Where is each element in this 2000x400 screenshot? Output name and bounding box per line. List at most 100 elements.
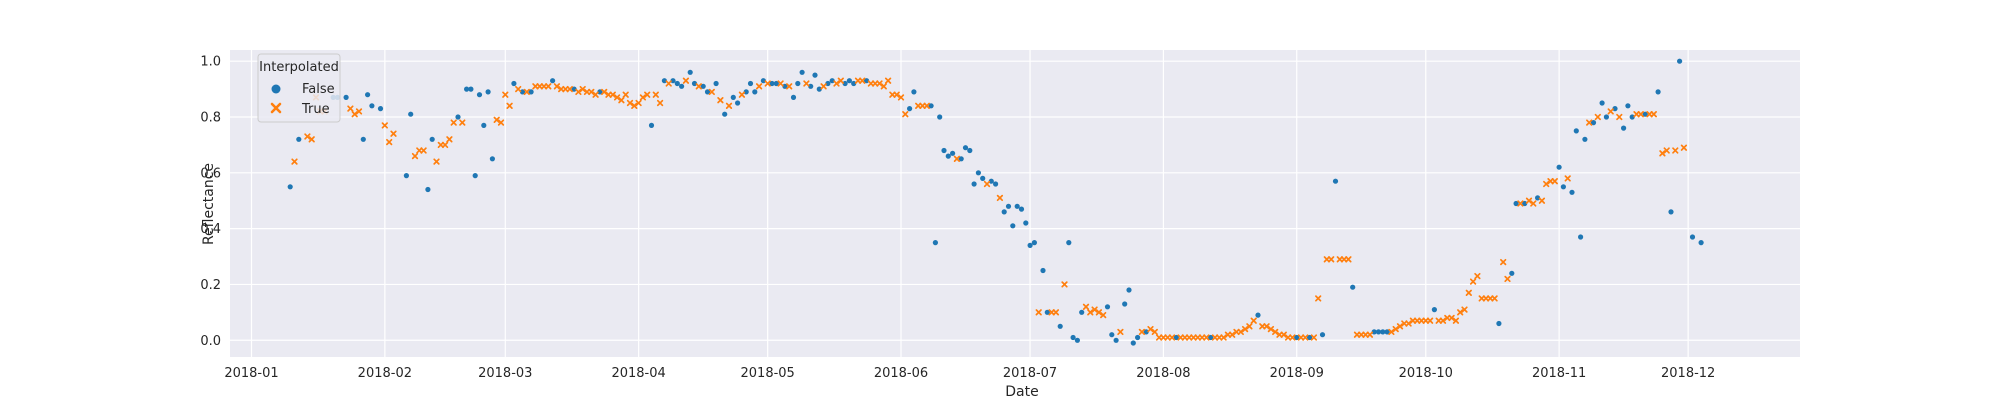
data-point — [1057, 323, 1063, 329]
data-point — [1522, 200, 1528, 207]
y-axis-ticks: 0.0 0.2 0.4 0.6 0.8 1.0 — [200, 55, 221, 349]
data-point — [1659, 150, 1666, 157]
data-point — [437, 141, 444, 149]
data-point — [1297, 334, 1305, 341]
data-point — [1642, 111, 1648, 117]
data-point — [1469, 278, 1477, 285]
data-point — [1556, 164, 1562, 170]
data-point — [735, 100, 741, 106]
data-point — [919, 102, 926, 109]
data-point — [962, 145, 969, 151]
data-point — [1586, 119, 1593, 126]
data-point — [1461, 306, 1468, 313]
data-point — [1276, 331, 1283, 338]
data-point — [1513, 200, 1519, 207]
data-point — [1122, 301, 1128, 307]
y-tick-label: 0.0 — [200, 334, 221, 349]
data-point — [1130, 340, 1136, 346]
data-point — [618, 97, 625, 104]
data-point — [893, 91, 900, 98]
data-point — [369, 103, 375, 109]
data-point — [846, 78, 853, 84]
data-point — [365, 92, 371, 98]
data-point — [296, 136, 302, 142]
data-point — [519, 89, 526, 95]
data-point — [730, 94, 736, 100]
data-point — [1307, 334, 1313, 341]
data-point — [540, 83, 548, 90]
data-point — [1362, 331, 1369, 338]
data-point — [450, 119, 457, 126]
data-point — [390, 130, 397, 137]
data-point — [902, 111, 909, 118]
data-point — [1135, 334, 1141, 341]
data-point — [1117, 328, 1124, 336]
data-point — [884, 77, 892, 84]
data-point — [1336, 256, 1343, 263]
data-point — [773, 80, 779, 87]
data-point — [1560, 184, 1566, 190]
data-point — [713, 80, 719, 87]
data-point — [1650, 111, 1657, 118]
data-point — [777, 80, 784, 87]
data-point — [1113, 337, 1119, 343]
data-point — [1629, 114, 1635, 120]
data-point — [1603, 114, 1609, 120]
data-point — [1612, 106, 1618, 112]
x-tick-label: 2018-06 — [874, 366, 928, 381]
data-point — [1607, 108, 1614, 115]
data-point — [403, 173, 409, 179]
data-point — [408, 111, 414, 117]
x-tick-label: 2018-12 — [1661, 366, 1715, 381]
data-point — [691, 80, 698, 87]
data-point — [532, 83, 539, 90]
data-point — [988, 178, 994, 184]
data-point — [416, 147, 423, 154]
data-point — [971, 181, 977, 187]
x-tick-label: 2018-08 — [1136, 366, 1190, 381]
data-point — [1345, 256, 1352, 263]
data-point — [1126, 287, 1132, 293]
data-point — [786, 83, 793, 90]
data-point — [1405, 320, 1412, 327]
data-point — [613, 94, 621, 101]
data-point — [1190, 334, 1197, 341]
data-point — [1194, 334, 1201, 341]
data-point — [1280, 331, 1287, 338]
data-point — [351, 111, 358, 118]
x-tick-label: 2018-09 — [1270, 366, 1324, 381]
data-point — [1040, 267, 1046, 274]
data-point — [489, 156, 495, 162]
data-point — [854, 77, 862, 84]
data-point — [1328, 256, 1335, 263]
data-point — [1353, 331, 1361, 338]
data-point — [1637, 111, 1644, 118]
data-point — [347, 105, 354, 112]
y-tick-label: 0.8 — [200, 110, 221, 125]
data-point — [343, 94, 349, 100]
data-point — [1310, 334, 1318, 341]
data-point — [1087, 309, 1094, 316]
data-point — [1066, 240, 1072, 246]
data-point — [752, 89, 758, 95]
data-point — [583, 88, 591, 96]
data-point — [459, 119, 466, 126]
data-point — [993, 181, 999, 187]
data-point — [717, 97, 724, 104]
data-point — [429, 136, 435, 142]
data-point — [1284, 334, 1292, 341]
data-point — [597, 89, 603, 95]
data-point — [1220, 334, 1227, 341]
data-point — [1578, 234, 1584, 240]
data-point — [790, 94, 797, 100]
data-point — [1435, 317, 1442, 324]
data-point — [889, 91, 896, 98]
data-point — [1147, 325, 1154, 333]
data-point — [1431, 307, 1437, 313]
data-point — [433, 158, 440, 165]
data-point — [704, 89, 711, 95]
data-point — [1079, 309, 1085, 315]
data-point — [1319, 332, 1326, 338]
data-point — [687, 69, 693, 75]
data-point — [536, 83, 543, 90]
